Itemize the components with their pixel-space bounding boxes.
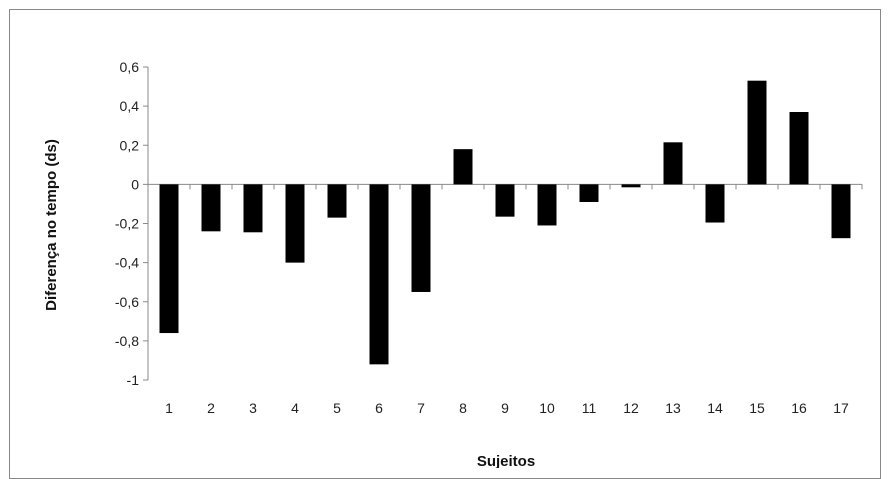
bar xyxy=(705,184,725,223)
x-tick-label: 3 xyxy=(249,400,257,416)
x-tick-label: 6 xyxy=(375,400,383,416)
x-axis-title: Sujeitos xyxy=(477,453,535,468)
bar-chart: 0,60,40,20-0,2-0,4-0,6-0,8-1 1 2 3 4 5 6 7 8 9 10… xyxy=(43,59,863,468)
x-tick-label: 10 xyxy=(539,400,555,416)
x-tick-label: 9 xyxy=(501,400,509,416)
bar xyxy=(747,80,767,185)
bar xyxy=(159,184,179,334)
x-tick-label: 14 xyxy=(707,400,723,416)
bar xyxy=(537,184,557,226)
bars xyxy=(159,80,851,365)
bar xyxy=(495,184,515,217)
y-tick-label: 0 xyxy=(131,176,139,192)
x-tick-label: 1 xyxy=(165,400,173,416)
x-tick-label: 5 xyxy=(333,400,341,416)
bar xyxy=(621,184,641,188)
x-tick-label: 16 xyxy=(791,400,807,416)
y-axis: 0,6 0,4 0,2 0 -0,2 -0,4 -0,6 -0,8 -1 xyxy=(115,59,149,388)
y-tick-label: 0,4 xyxy=(120,98,140,114)
bar xyxy=(201,184,221,232)
y-tick-label: 0,2 xyxy=(120,137,140,153)
x-tick-label: 17 xyxy=(833,400,849,416)
bar xyxy=(579,184,599,202)
bar xyxy=(411,184,431,292)
y-tick-label: -1 xyxy=(127,372,140,388)
x-tick-label: 13 xyxy=(665,400,681,416)
bar xyxy=(243,184,263,233)
x-tick-label: 12 xyxy=(623,400,639,416)
x-tick-label: 11 xyxy=(582,400,597,416)
y-tick-label: -0,8 xyxy=(115,333,139,349)
x-tick-label: 4 xyxy=(291,400,299,416)
x-tick-label: 15 xyxy=(749,400,765,416)
chart-area xyxy=(9,9,881,479)
y-axis-title: Diferença no tempo (ds) xyxy=(43,139,60,311)
y-tick-label: -0,2 xyxy=(115,216,139,232)
bar xyxy=(285,184,305,263)
bar xyxy=(831,184,851,239)
bar xyxy=(327,184,347,218)
y-tick-label: -0,4 xyxy=(115,255,139,271)
y-tick-label: 0,6 xyxy=(120,59,140,75)
x-tick-label: 8 xyxy=(459,400,467,416)
bar xyxy=(663,142,683,185)
x-tick-label: 2 xyxy=(207,400,215,416)
bar xyxy=(453,149,473,185)
bar xyxy=(789,111,809,185)
x-tick-label: 7 xyxy=(417,400,425,416)
y-tick-label: -0,6 xyxy=(115,294,139,310)
bar xyxy=(369,184,389,365)
